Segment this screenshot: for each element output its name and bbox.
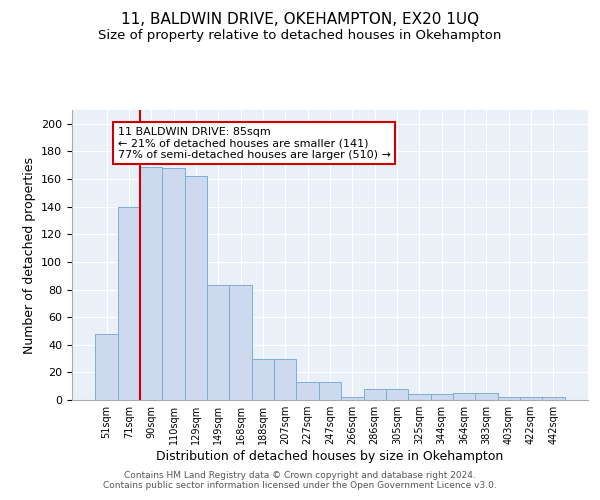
Bar [274, 358, 296, 400]
Bar [319, 382, 341, 400]
Bar [140, 166, 163, 400]
Text: 11 BALDWIN DRIVE: 85sqm
← 21% of detached houses are smaller (141)
77% of semi-d: 11 BALDWIN DRIVE: 85sqm ← 21% of detache… [118, 126, 391, 160]
Bar [296, 382, 319, 400]
Bar [431, 394, 453, 400]
Bar [453, 393, 475, 400]
Bar [520, 397, 542, 400]
Bar [229, 286, 252, 400]
Bar [341, 397, 364, 400]
Bar [207, 286, 229, 400]
Bar [118, 206, 140, 400]
Y-axis label: Number of detached properties: Number of detached properties [23, 156, 35, 354]
Bar [497, 397, 520, 400]
Text: 11, BALDWIN DRIVE, OKEHAMPTON, EX20 1UQ: 11, BALDWIN DRIVE, OKEHAMPTON, EX20 1UQ [121, 12, 479, 28]
Text: Contains HM Land Registry data © Crown copyright and database right 2024.
Contai: Contains HM Land Registry data © Crown c… [103, 470, 497, 490]
X-axis label: Distribution of detached houses by size in Okehampton: Distribution of detached houses by size … [157, 450, 503, 463]
Text: Size of property relative to detached houses in Okehampton: Size of property relative to detached ho… [98, 29, 502, 42]
Bar [386, 389, 408, 400]
Bar [185, 176, 207, 400]
Bar [95, 334, 118, 400]
Bar [163, 168, 185, 400]
Bar [252, 358, 274, 400]
Bar [475, 393, 497, 400]
Bar [364, 389, 386, 400]
Bar [408, 394, 431, 400]
Bar [542, 397, 565, 400]
